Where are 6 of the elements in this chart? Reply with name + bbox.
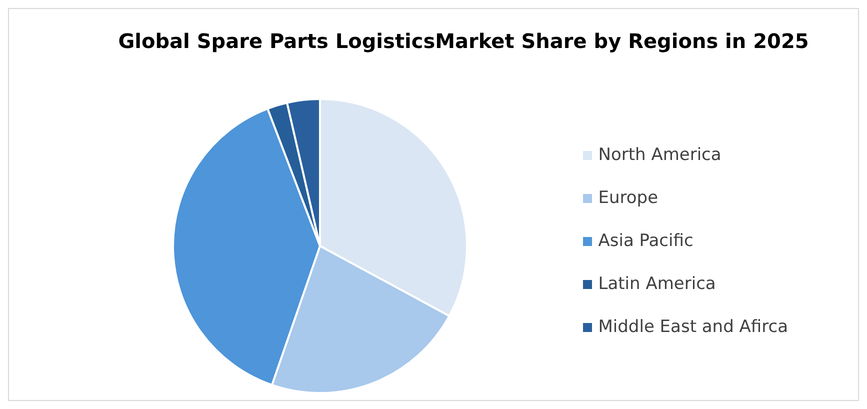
legend-label: Latin America <box>598 274 716 294</box>
legend-label: North America <box>598 145 722 165</box>
legend-label: Middle East and Afirca <box>598 317 788 337</box>
legend-label: Europe <box>598 188 658 208</box>
chart-title: Global Spare Parts LogisticsMarket Share by Regions in 2025 <box>118 29 809 53</box>
legend-label: Asia Pacific <box>598 231 694 251</box>
